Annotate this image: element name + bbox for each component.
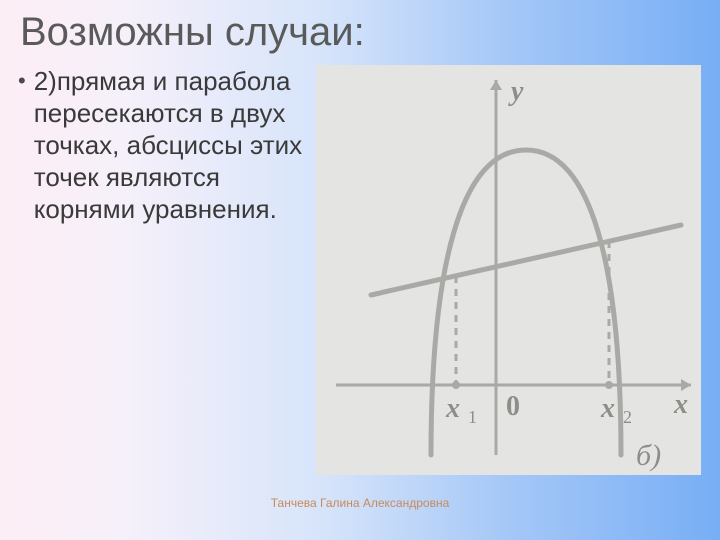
bullet-marker: •: [18, 65, 26, 97]
svg-text:x: x: [445, 393, 460, 424]
bullet-text: 2)прямая и парабола пересекаются в двух …: [34, 65, 308, 225]
graph-svg: yx0x1x2б): [316, 65, 701, 475]
graph-figure: yx0x1x2б): [316, 65, 701, 475]
bullet-item: • 2)прямая и парабола пересекаются в дву…: [8, 65, 308, 225]
svg-text:y: y: [508, 76, 524, 107]
svg-text:1: 1: [468, 407, 477, 427]
footer-credit: Танчева Галина Александровна: [0, 496, 720, 510]
content-row: • 2)прямая и парабола пересекаются в дву…: [0, 55, 720, 475]
svg-text:2: 2: [623, 407, 632, 427]
svg-text:б): б): [636, 439, 661, 472]
svg-text:x: x: [673, 389, 688, 420]
svg-text:0: 0: [506, 391, 520, 422]
slide-title: Возможны случаи:: [0, 0, 720, 55]
svg-text:x: x: [600, 393, 615, 424]
